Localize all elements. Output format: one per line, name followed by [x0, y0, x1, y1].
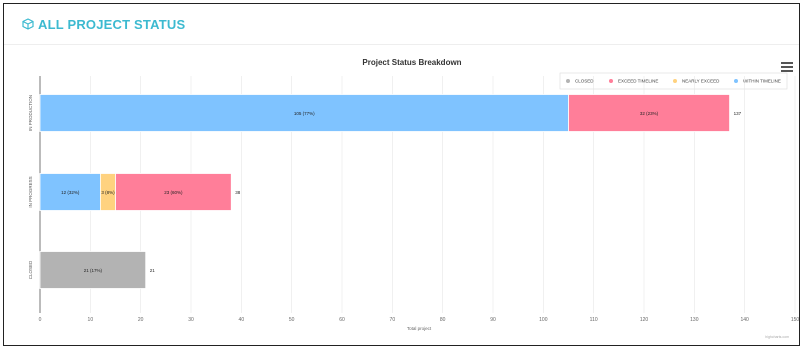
x-tick-label: 140 [740, 317, 749, 323]
x-tick-label: 20 [138, 317, 144, 323]
x-tick-label: 150 [791, 317, 800, 323]
menu-icon-line [781, 66, 793, 68]
menu-icon-line [781, 70, 793, 72]
total-label: 38 [235, 190, 241, 195]
legend-marker [734, 79, 738, 83]
category-label: CLOSED [28, 260, 33, 279]
total-label: 137 [734, 111, 742, 116]
x-tick-label: 100 [539, 317, 548, 323]
x-tick-label: 0 [39, 317, 42, 323]
bar-segment[interactable] [39, 251, 147, 289]
x-tick-label: 120 [640, 317, 649, 323]
x-tick-label: 130 [690, 317, 699, 323]
x-tick-label: 50 [289, 317, 295, 323]
data-label: 32 (23%) [640, 111, 659, 116]
chart-title: Project Status Breakdown [362, 58, 461, 67]
data-label: 23 (60%) [164, 190, 183, 195]
x-tick-label: 40 [239, 317, 245, 323]
bar-segment[interactable] [568, 94, 730, 132]
data-label: 105 (77%) [294, 111, 315, 116]
category-label: IN PRODUCTION [28, 95, 33, 131]
data-label: 3 (8%) [101, 190, 115, 195]
bar-segment[interactable] [39, 94, 569, 132]
panel-header: ALL PROJECT STATUS [4, 4, 799, 45]
x-tick-label: 90 [490, 317, 496, 323]
category-label: IN PROGRESS [28, 176, 33, 207]
legend-item[interactable]: CLOSED [575, 79, 594, 84]
cube-icon [22, 18, 34, 30]
legend-marker [609, 79, 613, 83]
legend-item[interactable]: NEARLY EXCEED [682, 79, 720, 84]
x-tick-label: 70 [390, 317, 396, 323]
total-label: 21 [150, 268, 156, 273]
panel-title: ALL PROJECT STATUS [38, 17, 186, 32]
chart-menu-button[interactable] [781, 62, 793, 74]
x-tick-label: 10 [88, 317, 94, 323]
data-label: 21 (17%) [84, 268, 103, 273]
legend: CLOSED EXCEED TIMELINE NEARLY EXCEED WITHIN… [559, 72, 788, 90]
bar-segment[interactable] [39, 173, 101, 211]
legend-item[interactable]: WITHIN TIMELINE [743, 79, 781, 84]
data-label: 12 (32%) [61, 190, 80, 195]
chart-credit[interactable]: highcharts.com [765, 335, 789, 339]
legend-marker [566, 79, 570, 83]
x-tick-label: 110 [590, 317, 598, 323]
legend-item[interactable]: EXCEED TIMELINE [618, 79, 658, 84]
legend-marker [673, 79, 677, 83]
x-tick-label: 30 [188, 317, 194, 323]
x-tick-label: 80 [440, 317, 446, 323]
x-axis-label: Total project [407, 326, 432, 331]
bar-segment[interactable] [115, 173, 232, 211]
x-tick-label: 60 [339, 317, 345, 323]
menu-icon-line [781, 62, 793, 64]
